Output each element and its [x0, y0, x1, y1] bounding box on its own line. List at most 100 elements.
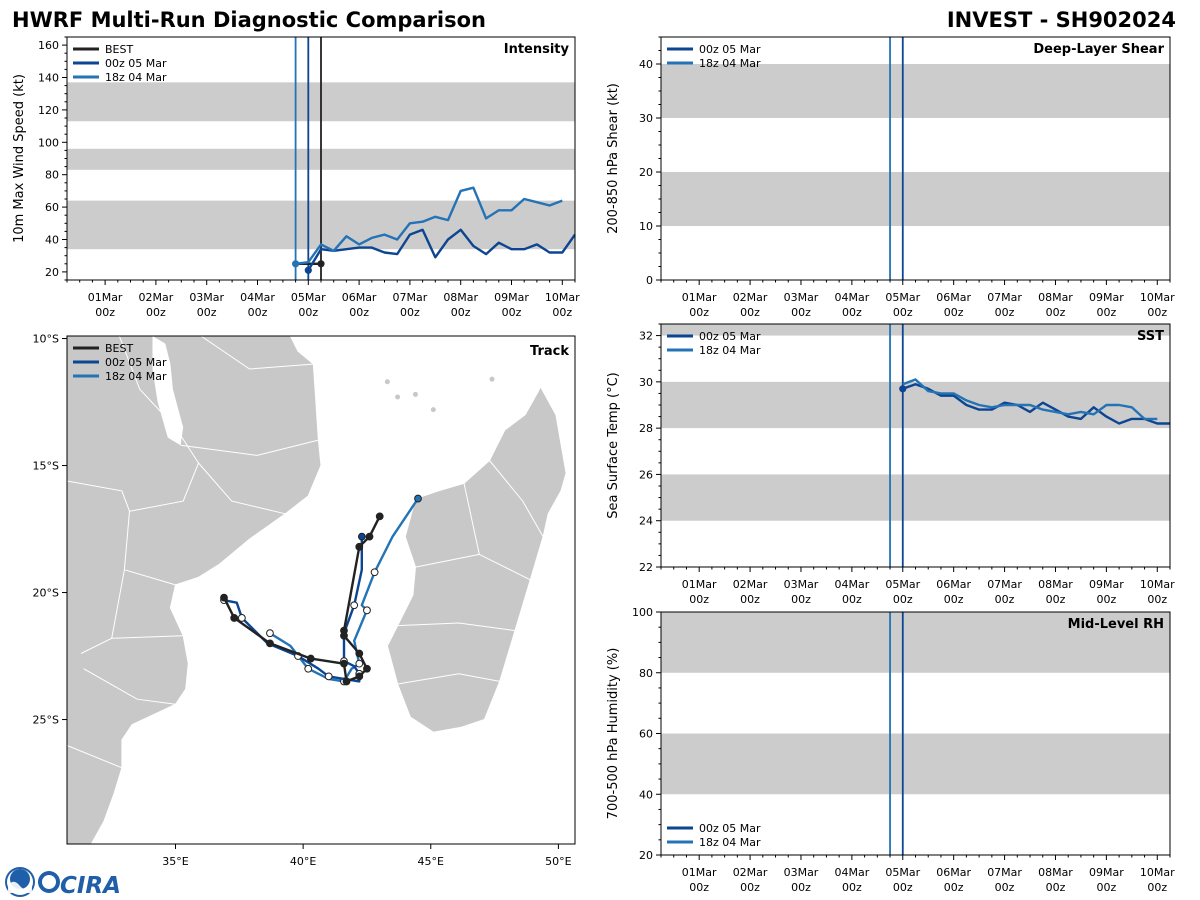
legend-label-18z-04-mar: 18z 04 Mar	[105, 370, 167, 383]
x-tick-label-date: 04Mar	[240, 291, 275, 304]
series-end-marker-best	[317, 260, 325, 268]
x-tick-label-date: 05Mar	[291, 291, 326, 304]
x-tick-label-date: 01Mar	[682, 866, 717, 879]
lat-tick-label: 20°S	[33, 587, 59, 600]
y-tick-label: 30	[639, 376, 653, 389]
x-tick-label-hour: 00z	[740, 593, 760, 606]
x-tick-label-date: 06Mar	[936, 578, 971, 591]
y-tick-label: 28	[639, 422, 653, 435]
province-border	[198, 462, 286, 515]
x-tick-label-date: 06Mar	[342, 291, 377, 304]
x-tick-label-date: 03Mar	[784, 578, 819, 591]
y-tick-label: 20	[639, 166, 653, 179]
legend-label-00z-05-mar: 00z 05 Mar	[105, 356, 167, 369]
island	[430, 407, 436, 413]
x-tick-label-date: 02Mar	[733, 866, 768, 879]
x-tick-label-date: 04Mar	[834, 578, 869, 591]
legend-label-18z-04-mar: 18z 04 Mar	[699, 57, 761, 70]
x-tick-label-hour: 00z	[995, 881, 1015, 894]
lon-tick-label: 40°E	[290, 855, 316, 868]
lat-tick-label: 10°S	[33, 333, 59, 346]
track-point-best	[230, 614, 239, 622]
x-tick-label-date: 10Mar	[1140, 578, 1175, 591]
x-tick-label-hour: 00z	[1046, 881, 1066, 894]
y-tick-label: 40	[639, 788, 653, 801]
track-point-best	[306, 654, 315, 663]
y-tick-label: 120	[38, 104, 59, 117]
lon-tick-label: 45°E	[418, 855, 444, 868]
x-tick-label-date: 05Mar	[885, 578, 920, 591]
y-tick-label: 80	[45, 169, 59, 182]
track-point-best	[355, 672, 364, 681]
x-tick-label-hour: 00z	[451, 306, 471, 319]
x-tick-label-date: 09Mar	[1089, 866, 1124, 879]
y-tick-label: 30	[639, 112, 653, 125]
series-line-18z-04-mar	[295, 186, 563, 265]
province-border	[180, 439, 319, 456]
cira-logo-text: CIRA	[60, 873, 121, 899]
x-tick-label-date: 01Mar	[682, 578, 717, 591]
track-point-00z-05-mar	[350, 601, 359, 610]
x-tick-label-date: 08Mar	[1038, 578, 1073, 591]
province-border	[67, 744, 123, 769]
legend-label-00z-05-mar: 00z 05 Mar	[699, 330, 761, 343]
x-tick-label-hour: 00z	[842, 306, 862, 319]
island	[464, 318, 469, 323]
series-start-marker-00z-05-mar	[304, 266, 312, 274]
y-tick-label: 24	[639, 515, 653, 528]
x-tick-label-date: 07Mar	[393, 291, 428, 304]
y-tick-label: 140	[38, 72, 59, 85]
cira-logo: CIRA	[38, 871, 121, 899]
threshold-band	[661, 733, 1170, 795]
x-tick-label-hour: 00z	[1046, 306, 1066, 319]
x-tick-label-date: 07Mar	[987, 578, 1022, 591]
map-frame	[66, 335, 576, 845]
track-panel: 35°E 40°E 45°E 50°E 10°S 15°S 20°S 25°S Track BES…	[33, 318, 576, 868]
track-point-best	[220, 593, 228, 602]
province-border	[83, 668, 176, 705]
track-point-00z-05-mar	[237, 614, 246, 622]
track-start-marker-18z-04-mar	[414, 494, 422, 503]
plot-area	[661, 37, 1170, 280]
x-tick-label-hour: 00z	[995, 306, 1015, 319]
x-tick-label-date: 08Mar	[1038, 291, 1073, 304]
legend-label-18z-04-mar: 18z 04 Mar	[105, 71, 167, 84]
x-tick-label-hour: 00z	[944, 881, 964, 894]
track-line-best	[222, 515, 381, 683]
x-tick-label-date: 08Mar	[1038, 866, 1073, 879]
y-tick-label: 32	[639, 330, 653, 343]
track-point-18z-04-mar	[363, 606, 371, 615]
threshold-band	[661, 324, 1170, 336]
panel-title: Deep-Layer Shear	[1033, 42, 1164, 57]
threshold-band	[661, 612, 1170, 673]
plot-area	[661, 612, 1170, 855]
track-start-marker-00z-05-mar	[357, 532, 366, 541]
x-tick-label-hour: 00z	[842, 881, 862, 894]
track-point-best	[355, 542, 364, 551]
x-tick-label-date: 09Mar	[494, 291, 529, 304]
series-start-marker-00z-05-mar	[899, 385, 907, 393]
x-tick-label-date: 10Mar	[1140, 291, 1175, 304]
rh-panel: 20 40 60 80 100 01Mar 00z 02Mar 00z 03Mar 00z 04Mar…	[606, 606, 1175, 894]
legend-label-00z-05-mar: 00z 05 Mar	[699, 822, 761, 835]
region-border	[397, 673, 500, 685]
x-tick-label-hour: 00z	[791, 593, 811, 606]
x-tick-label-hour: 00z	[944, 593, 964, 606]
legend-label-00z-05-mar: 00z 05 Mar	[699, 43, 761, 56]
track-start-marker-best	[375, 512, 384, 521]
threshold-band	[661, 172, 1170, 226]
x-tick-label-date: 07Mar	[987, 291, 1022, 304]
threshold-band	[661, 381, 1170, 429]
x-tick-label-hour: 00z	[1096, 306, 1116, 319]
x-tick-label-hour: 00z	[349, 306, 369, 319]
africa-landmass	[67, 336, 322, 844]
y-tick-label: 160	[38, 39, 59, 52]
x-tick-label-hour: 00z	[298, 306, 318, 319]
x-tick-label-date: 09Mar	[1089, 291, 1124, 304]
x-tick-label-date: 10Mar	[545, 291, 580, 304]
track-point-best	[355, 649, 364, 658]
plot-area	[661, 324, 1170, 567]
x-tick-label-hour: 00z	[893, 306, 913, 319]
x-tick-label-hour: 00z	[893, 881, 913, 894]
